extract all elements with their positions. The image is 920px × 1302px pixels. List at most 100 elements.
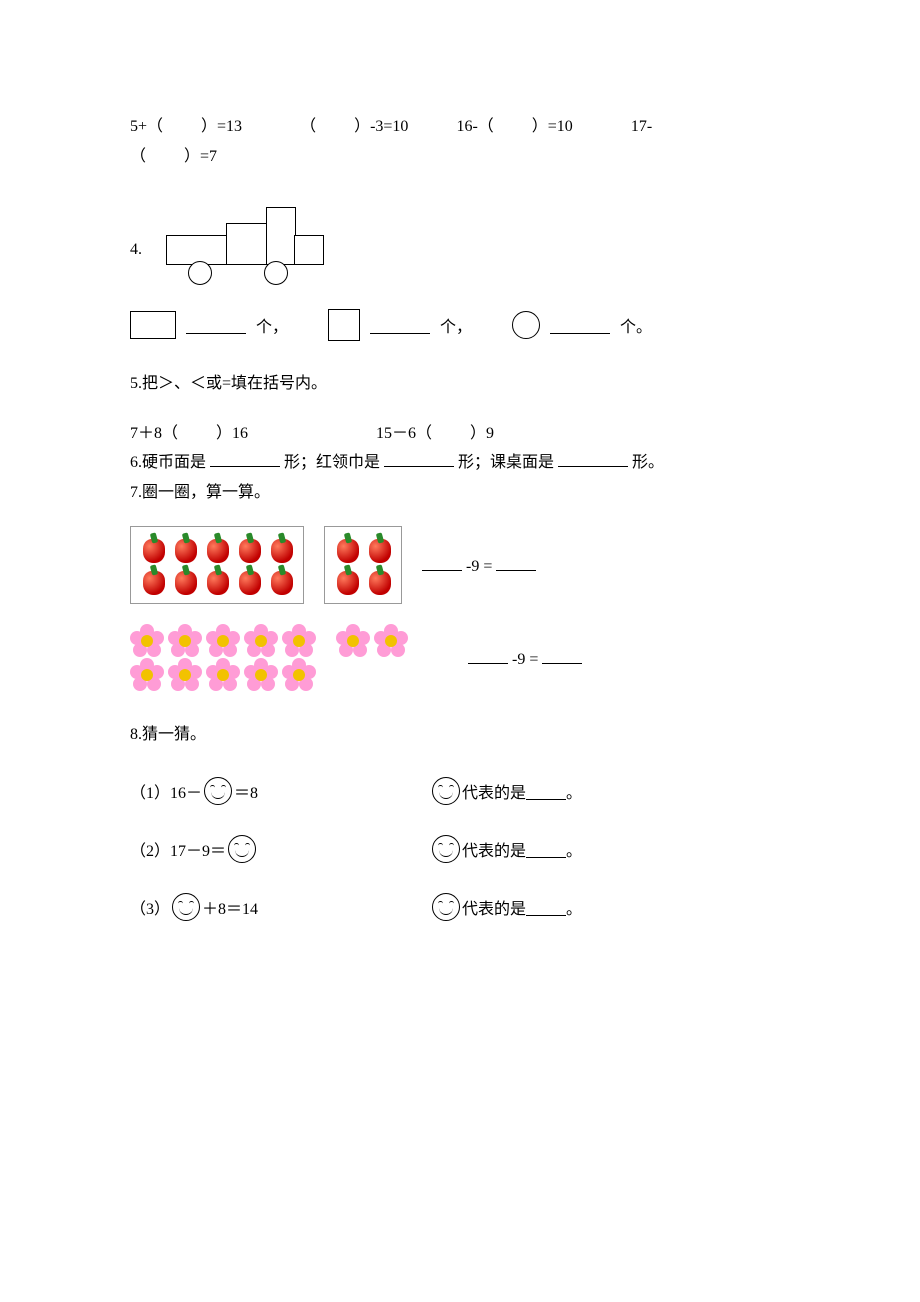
train-wheel — [188, 261, 212, 285]
q4-blank-sq — [370, 317, 430, 334]
q8-1-rpre: 代表的是 — [462, 779, 526, 803]
q7-peppers-row: -9 = — [130, 526, 790, 604]
pepper-row — [139, 533, 295, 565]
train-wheel — [264, 261, 288, 285]
eq2-pre: （ — [300, 118, 316, 135]
square-icon — [328, 309, 360, 341]
q8-right-3: 代表的是 。 — [430, 893, 582, 921]
q8-1-blank — [526, 783, 566, 800]
eq1-post: ）=13 — [201, 118, 242, 135]
worksheet-page: 5+（ ）=13 （ ）-3=10 16-（ ）=10 17- （ ）=7 4. — [0, 0, 920, 1011]
q6-blank2 — [384, 450, 454, 467]
q6-blank1 — [210, 450, 280, 467]
eq3-post: ）=10 — [532, 118, 573, 135]
q5-eq2-post: ）9 — [470, 425, 494, 442]
smiley-icon — [228, 835, 256, 863]
flower-icon — [206, 624, 240, 658]
pepper-icon — [203, 533, 231, 565]
q4-blank-circ — [550, 317, 610, 334]
pepper-icon — [365, 533, 393, 565]
flower-row — [130, 658, 408, 692]
flower-icon — [130, 658, 164, 692]
q7-flower-eq: -9 = — [468, 647, 582, 669]
flower-icon — [168, 658, 202, 692]
train-small-square — [294, 235, 324, 265]
q7-eq-mid2: -9 = — [512, 651, 538, 668]
q4-unit2: 个， — [440, 313, 472, 337]
pepper-icon — [171, 533, 199, 565]
pepper-row — [333, 565, 393, 597]
q-top-line1: 5+（ ）=13 （ ）-3=10 16-（ ）=10 17- — [130, 114, 790, 140]
circle-icon — [512, 311, 540, 339]
q8-idx-3: （3） — [130, 895, 170, 919]
q-top-line2: （ ）=7 — [130, 144, 790, 170]
pepper-icon — [139, 565, 167, 597]
q6-mid1: 形；红领巾是 — [284, 454, 380, 471]
q7-eq-mid: -9 = — [466, 558, 492, 575]
q7-pepper-blank1 — [422, 554, 462, 571]
flower-icon — [282, 624, 316, 658]
q8-row-3: （3） ＋8＝14 代表的是 。 — [130, 893, 790, 921]
q5-title: 5.把＞、＜或=填在括号内。 — [130, 371, 790, 397]
q8-3-rpre: 代表的是 — [462, 895, 526, 919]
train-figure — [146, 189, 326, 279]
flower-icon — [130, 624, 164, 658]
q8-right-2: 代表的是 。 — [430, 835, 582, 863]
q7-pepper-eq: -9 = — [422, 554, 536, 576]
eq4-pre: 17- — [631, 118, 652, 135]
eq4-l2-post: ）=7 — [184, 148, 217, 165]
q8-idx-1: （1） — [130, 779, 170, 803]
q8-row-2: （2） 17－9＝ 代表的是 。 — [130, 835, 790, 863]
q7-flower-blank1 — [468, 647, 508, 664]
q8-1-pre: 16－ — [170, 779, 202, 803]
flower-icon — [374, 624, 408, 658]
q8-3-post: ＋8＝14 — [202, 895, 258, 919]
q5-eq1-post: ）16 — [216, 425, 248, 442]
q8-3-blank — [526, 899, 566, 916]
q6-pre1: 6.硬币面是 — [130, 454, 206, 471]
flower-icon — [168, 624, 202, 658]
pepper-icon — [235, 565, 263, 597]
q6-post: 形。 — [632, 454, 664, 471]
q7-title: 7.圈一圈，算一算。 — [130, 480, 790, 506]
q4-blank-rect — [186, 317, 246, 334]
flower-icon — [282, 658, 316, 692]
q8-2-blank — [526, 841, 566, 858]
eq4-l2-pre: （ — [130, 148, 146, 165]
pepper-icon — [235, 533, 263, 565]
flower-icon — [206, 658, 240, 692]
q7-pepper-blank2 — [496, 554, 536, 571]
q4-answer-row: 个， 个， 个。 — [130, 309, 790, 341]
q4-number: 4. — [130, 241, 142, 259]
q8-1-rpost: 。 — [566, 779, 582, 803]
pepper-row — [333, 533, 393, 565]
q8-idx-2: （2） — [130, 837, 170, 861]
q8-1-post: ＝8 — [234, 779, 258, 803]
q4-unit1: 个， — [256, 313, 288, 337]
q8-2-rpre: 代表的是 — [462, 837, 526, 861]
q6-line: 6.硬币面是 形；红领巾是 形；课桌面是 形。 — [130, 450, 790, 476]
q6-mid2: 形；课桌面是 — [458, 454, 554, 471]
pepper-icon — [139, 533, 167, 565]
q7-flowers-row: -9 = — [130, 624, 790, 692]
q5-eq2-pre: 15－6（ — [376, 425, 432, 442]
smiley-icon — [432, 835, 460, 863]
q8-2-rpost: 。 — [566, 837, 582, 861]
pepper-icon — [267, 533, 295, 565]
eq1-pre: 5+（ — [130, 118, 163, 135]
q8-title: 8.猜一猜。 — [130, 722, 790, 748]
q5-eq1-pre: 7＋8（ — [130, 425, 178, 442]
pepper-icon — [333, 565, 361, 597]
eq3-pre: 16-（ — [456, 118, 493, 135]
pepper-icon — [203, 565, 231, 597]
smiley-icon — [432, 893, 460, 921]
smiley-icon — [204, 777, 232, 805]
q8-row-1: （1） 16－ ＝8 代表的是 。 — [130, 777, 790, 805]
flower-row — [130, 624, 408, 658]
train-tall-rect — [266, 207, 296, 265]
q8-left-1: （1） 16－ ＝8 — [130, 777, 430, 805]
flower-icon — [244, 658, 278, 692]
q8-3-rpost: 。 — [566, 895, 582, 919]
smiley-icon — [172, 893, 200, 921]
flower-group — [130, 624, 408, 692]
